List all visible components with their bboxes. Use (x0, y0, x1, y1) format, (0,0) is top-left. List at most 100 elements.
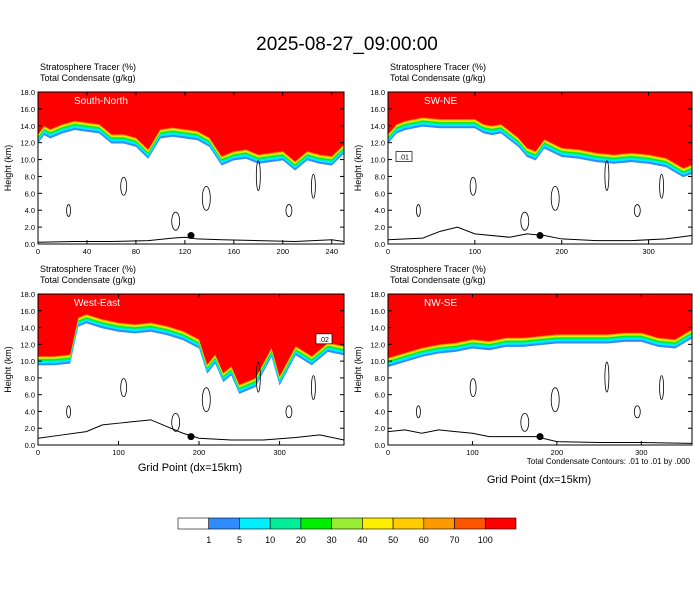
y-tick-label: 6.0 (25, 189, 35, 198)
condensate-contour (520, 412, 530, 432)
y-tick-label: 16.0 (370, 105, 385, 114)
y-tick-label: 2.0 (375, 424, 385, 433)
x-tick-label: 300 (642, 247, 655, 256)
y-tick-label: 16.0 (20, 307, 35, 316)
terrain-line (38, 419, 344, 441)
colorbar-swatch (269, 517, 302, 530)
y-tick-label: 14.0 (370, 122, 385, 131)
colorbar-swatch (208, 517, 240, 530)
y-tick-label: 6.0 (25, 391, 35, 400)
x-tick-label: 100 (469, 247, 482, 256)
condensate-contour (255, 361, 261, 393)
y-tick-label: 6.0 (375, 391, 385, 400)
colorbar-label: 10 (265, 535, 275, 545)
x-tick-label: 0 (36, 448, 40, 457)
y-axis-label: Height (km) (353, 145, 363, 192)
y-tick-label: 2.0 (25, 223, 35, 232)
y-tick-label: 0.0 (375, 240, 385, 249)
panel-header-line: Total Condensate (g/kg) (40, 275, 136, 285)
y-tick-label: 4.0 (375, 206, 385, 215)
condensate-contour (604, 361, 610, 393)
panel-label: SW-NE (424, 96, 457, 107)
tracer-band-9 (388, 294, 692, 358)
condensate-contour (285, 204, 293, 217)
colorbar-swatch (423, 517, 455, 530)
x-tick-label: 300 (635, 448, 648, 457)
plot-frame (37, 293, 345, 446)
x-tick-label: 240 (326, 247, 339, 256)
x-tick-label: 40 (83, 247, 91, 256)
x-tick-label: 0 (386, 247, 390, 256)
location-marker (536, 433, 544, 441)
y-tick-label: 0.0 (25, 441, 35, 450)
colorbar-swatch (239, 517, 271, 530)
y-axis-label: Height (km) (3, 145, 13, 192)
y-tick-label: 0.0 (375, 441, 385, 450)
y-tick-label: 18.0 (20, 88, 35, 97)
y-tick-label: 16.0 (370, 307, 385, 316)
condensate-contour (171, 211, 181, 231)
condensate-contour (469, 378, 477, 398)
x-tick-label: 300 (273, 448, 286, 457)
y-tick-label: 4.0 (25, 407, 35, 416)
y-tick-label: 10.0 (370, 156, 385, 165)
y-axis-label: Height (km) (3, 346, 13, 393)
y-tick-label: 14.0 (20, 122, 35, 131)
condensate-contour (415, 405, 421, 419)
y-tick-label: 8.0 (375, 374, 385, 383)
y-tick-label: 4.0 (375, 407, 385, 416)
x-tick-label: 200 (277, 247, 290, 256)
panel-header-line: Total Condensate (g/kg) (40, 73, 136, 83)
x-tick-label: 0 (386, 448, 390, 457)
x-tick-label: 200 (551, 448, 564, 457)
y-tick-label: 10.0 (20, 156, 35, 165)
y-tick-label: 14.0 (370, 324, 385, 333)
panel-west-east: .02 0.0 2.0 4.0 6.0 8.0 10.0 12.0 14.0 16.0 18.0 0 1… (3, 264, 345, 457)
condensate-contour (659, 173, 664, 199)
panel-label: NW-SE (424, 298, 457, 309)
condensate-contour (520, 211, 530, 231)
terrain-line (388, 226, 692, 242)
colorbar-label: 5 (237, 535, 242, 545)
y-tick-label: 18.0 (20, 290, 35, 299)
condensate-contour (201, 185, 211, 211)
colorbar-swatch (177, 517, 210, 530)
x-tick-label: 160 (228, 247, 241, 256)
location-marker (187, 232, 195, 240)
condensate-contour (550, 185, 560, 211)
panel-header-line: Stratosphere Tracer (%) (40, 264, 136, 274)
terrain-line (388, 429, 692, 444)
x-tick-label: 80 (132, 247, 140, 256)
panel-header-line: Stratosphere Tracer (%) (40, 62, 136, 72)
colorbar: 1 5 10 20 30 40 50 60 70 100 (177, 517, 517, 545)
x-axis-label-left: Grid Point (dx=15km) (138, 462, 242, 474)
x-tick-label: 200 (555, 247, 568, 256)
panel-label: South-North (74, 96, 128, 107)
panel-header-line: Stratosphere Tracer (%) (390, 264, 486, 274)
plot-frame (37, 91, 345, 245)
colorbar-label: 40 (357, 535, 367, 545)
panel-header-line: Stratosphere Tracer (%) (390, 62, 486, 72)
contour-note: Total Condensate Contours: .01 to .01 by… (527, 457, 691, 466)
colorbar-label: 30 (327, 535, 337, 545)
y-tick-label: 8.0 (25, 172, 35, 181)
x-tick-label: 200 (193, 448, 206, 457)
y-tick-label: 6.0 (375, 189, 385, 198)
panel-header-line: Total Condensate (g/kg) (390, 73, 486, 83)
y-tick-label: 14.0 (20, 324, 35, 333)
y-tick-label: 16.0 (20, 105, 35, 114)
colorbar-label: 100 (478, 535, 493, 545)
y-tick-label: 2.0 (375, 223, 385, 232)
contour-label-box (315, 333, 333, 345)
y-tick-label: 18.0 (370, 290, 385, 299)
condensate-contour (469, 176, 477, 196)
y-tick-label: 2.0 (25, 424, 35, 433)
x-tick-label: 100 (466, 448, 479, 457)
panel-label: West-East (74, 298, 120, 309)
contour-label-box (395, 151, 413, 162)
x-tick-label: 100 (112, 448, 125, 457)
condensate-contour (66, 204, 71, 217)
colorbar-swatch (362, 517, 394, 530)
condensate-contour (171, 412, 181, 432)
